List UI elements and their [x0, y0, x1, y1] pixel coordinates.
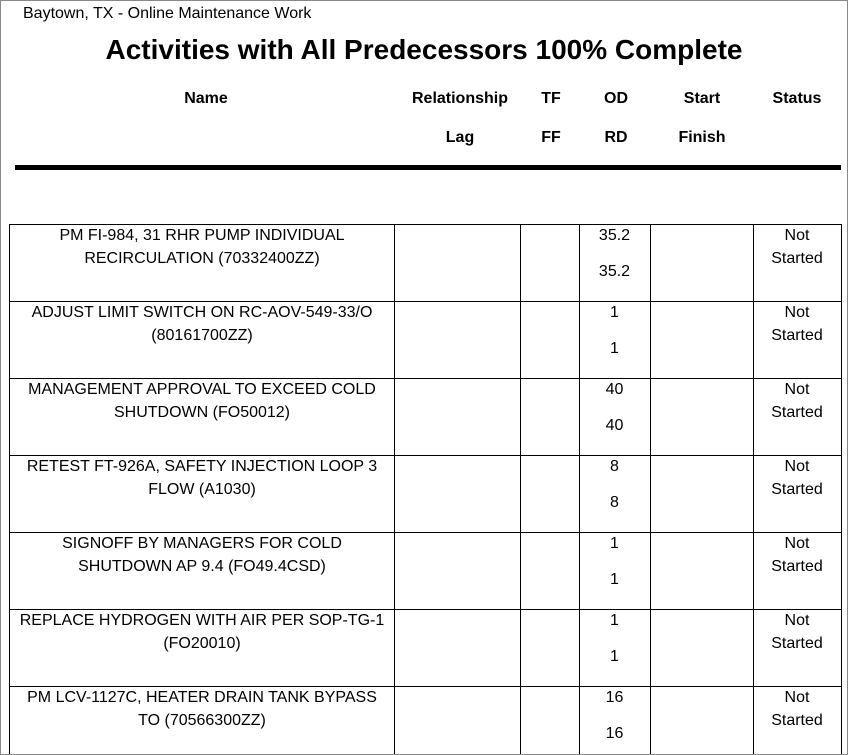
activity-name: RETEST FT-926A, SAFETY INJECTION LOOP 3 …	[26, 458, 378, 498]
column-border	[520, 224, 521, 754]
remaining-duration: 16	[605, 725, 624, 742]
row-border	[9, 224, 841, 225]
remaining-duration: 8	[610, 494, 619, 511]
row-border	[9, 378, 841, 379]
activity-name: SIGNOFF BY MANAGERS FOR COLD SHUTDOWN AP…	[62, 535, 342, 575]
original-duration: 1	[610, 304, 619, 321]
original-duration: 16	[605, 689, 624, 706]
column-header: Relationship	[411, 90, 508, 107]
activity-status: Not Started	[771, 535, 823, 575]
row-border	[9, 609, 841, 610]
column-header: Lag	[445, 129, 475, 146]
activity-status: Not Started	[771, 458, 823, 498]
original-duration: 8	[610, 458, 619, 475]
header-rule	[15, 165, 841, 170]
column-border	[650, 224, 651, 754]
original-duration: 1	[610, 535, 619, 552]
row-border	[9, 686, 841, 687]
column-border	[9, 224, 10, 754]
remaining-duration: 1	[610, 571, 619, 588]
column-header: Finish	[678, 129, 726, 146]
activity-name: PM LCV-1127C, HEATER DRAIN TANK BYPASS T…	[27, 689, 377, 729]
column-border	[579, 224, 580, 754]
row-border	[9, 301, 841, 302]
column-border	[841, 224, 842, 754]
remaining-duration: 40	[605, 417, 624, 434]
column-header: OD	[604, 90, 628, 107]
report-title: Activities with All Predecessors 100% Co…	[105, 34, 743, 65]
original-duration: 1	[610, 612, 619, 629]
row-border	[9, 532, 841, 533]
column-header: TF	[541, 90, 561, 107]
remaining-duration: 1	[610, 648, 619, 665]
activity-name: MANAGEMENT APPROVAL TO EXCEED COLD SHUTD…	[28, 381, 376, 421]
remaining-duration: 35.2	[598, 263, 631, 280]
column-header: FF	[541, 129, 561, 146]
row-border	[9, 455, 841, 456]
column-border	[753, 224, 754, 754]
activity-status: Not Started	[771, 689, 823, 729]
column-header: Start	[683, 90, 721, 107]
original-duration: 35.2	[598, 227, 631, 244]
activity-name: PM FI-984, 31 RHR PUMP INDIVIDUAL RECIRC…	[59, 227, 345, 267]
activity-name: REPLACE HYDROGEN WITH AIR PER SOP-TG-1 (…	[19, 612, 385, 652]
column-border	[394, 224, 395, 754]
activity-status: Not Started	[771, 381, 823, 421]
activity-status: Not Started	[771, 227, 823, 267]
activity-name: ADJUST LIMIT SWITCH ON RC-AOV-549-33/O (…	[31, 304, 373, 344]
column-header: Status	[772, 90, 822, 107]
activity-status: Not Started	[771, 304, 823, 344]
activity-status: Not Started	[771, 612, 823, 652]
original-duration: 40	[605, 381, 624, 398]
column-header: Name	[184, 90, 228, 107]
site-label: Baytown, TX - Online Maintenance Work	[23, 5, 312, 22]
column-header: RD	[604, 129, 628, 146]
remaining-duration: 1	[610, 340, 619, 357]
